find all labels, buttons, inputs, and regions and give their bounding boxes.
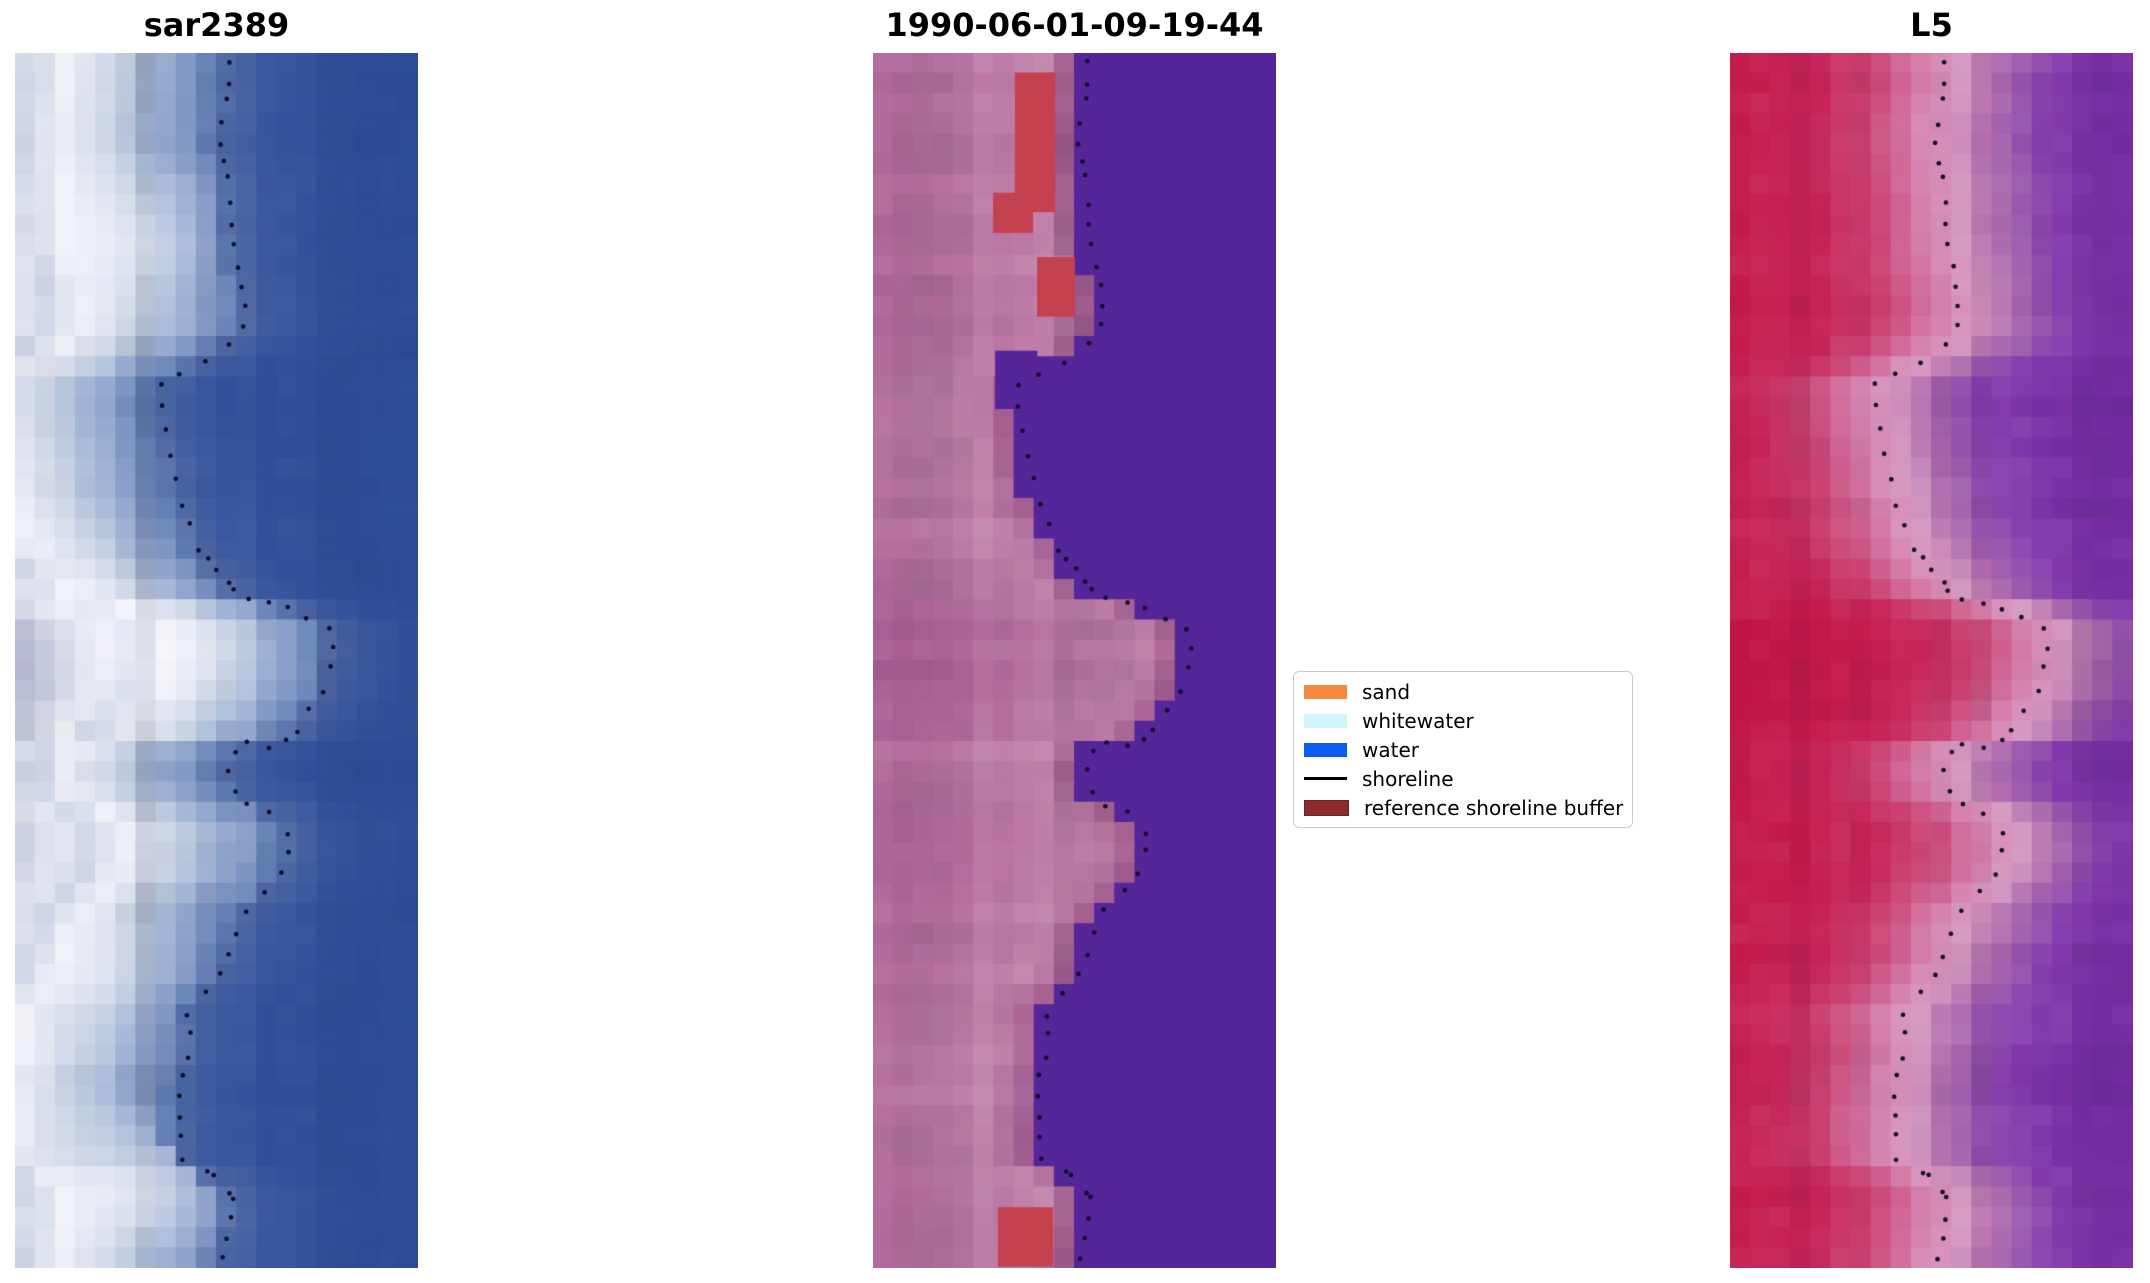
legend-label-water: water: [1362, 737, 1419, 762]
sar2389-image: [15, 53, 418, 1268]
legend-item-shoreline: shoreline: [1304, 765, 1622, 792]
panel-classified: 1990-06-01-09-19-44: [873, 6, 1276, 1268]
legend-label-sand: sand: [1362, 679, 1411, 704]
water-swatch: [1304, 742, 1347, 757]
panel-l5: L5: [1730, 6, 2133, 1268]
l5-image: [1730, 53, 2133, 1268]
legend-item-sand: sand: [1304, 678, 1622, 705]
panel-title-sar2389: sar2389: [143, 6, 290, 44]
panel-title-l5: L5: [1910, 6, 1953, 44]
legend-item-water: water: [1304, 736, 1622, 763]
whitewater-swatch: [1304, 713, 1347, 728]
legend-label-whitewater: whitewater: [1362, 708, 1474, 733]
legend-label-reference-buffer: reference shoreline buffer: [1364, 795, 1624, 820]
legend-item-reference-buffer: reference shoreline buffer: [1304, 794, 1624, 821]
reference-buffer-swatch: [1304, 799, 1349, 816]
shoreline-line-swatch: [1304, 777, 1347, 780]
panel-title-date: 1990-06-01-09-19-44: [885, 6, 1264, 44]
panel-sar2389: sar2389: [15, 6, 418, 1268]
classified-image: [873, 53, 1276, 1268]
legend: sand whitewater water shoreline referenc…: [1293, 671, 1633, 828]
legend-label-shoreline: shoreline: [1362, 766, 1454, 791]
legend-item-whitewater: whitewater: [1304, 707, 1622, 734]
sand-swatch: [1304, 684, 1347, 699]
